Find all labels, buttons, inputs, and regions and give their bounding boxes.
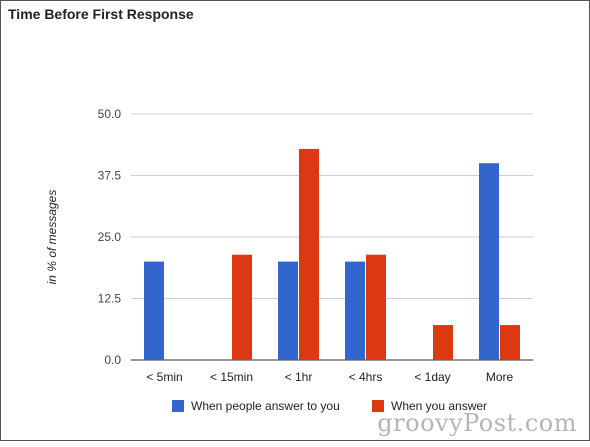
bar-people-answer	[479, 163, 499, 360]
watermark-text: groovyPost.com	[377, 409, 577, 437]
bar-you-answer	[433, 325, 453, 360]
bar-you-answer	[232, 254, 252, 360]
legend-swatch	[372, 400, 384, 412]
bar-you-answer	[500, 325, 520, 360]
chart-area: 0.0 12.5 25.0 37.5 50.0 in % of messages < 5mi…	[45, 107, 533, 413]
y-tick-label: 12.5	[98, 292, 122, 306]
y-tick-label: 0.0	[104, 353, 121, 367]
x-tick-label: < 15min	[210, 370, 253, 384]
legend-swatch	[172, 400, 184, 412]
y-axis-title: in % of messages	[45, 190, 59, 285]
y-tick-label: 50.0	[98, 107, 122, 121]
bar-people-answer	[144, 261, 164, 360]
y-tick-label: 37.5	[98, 169, 122, 183]
x-tick-label: More	[486, 370, 514, 384]
x-tick-label: < 1day	[414, 370, 450, 384]
chart-title: Time Before First Response	[8, 6, 194, 22]
x-tick-label: < 4hrs	[349, 370, 383, 384]
legend-label: When you answer	[391, 399, 487, 413]
bar-you-answer	[366, 254, 386, 360]
bar-you-answer	[299, 148, 319, 360]
bar-people-answer	[345, 261, 365, 360]
bar-people-answer	[278, 261, 298, 360]
legend-label: When people answer to you	[191, 399, 340, 413]
x-tick-label: < 5min	[146, 370, 182, 384]
y-tick-label: 25.0	[98, 230, 122, 244]
x-tick-label: < 1hr	[285, 370, 313, 384]
